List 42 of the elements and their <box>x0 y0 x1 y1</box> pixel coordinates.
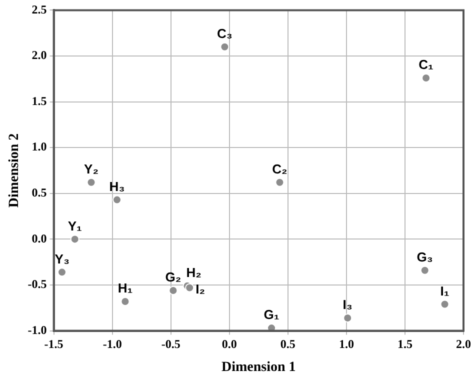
annotation: H₃ <box>109 178 125 194</box>
annotation: Y₂ <box>84 161 99 176</box>
x-tick-label: -1.0 <box>102 337 122 352</box>
y-tick-label: 2.0 <box>32 48 47 62</box>
y-tick-label: 1.5 <box>32 94 47 108</box>
annotation: H₁ <box>118 280 133 296</box>
point <box>440 300 450 309</box>
point <box>420 266 430 275</box>
x-tick-label: 0.5 <box>280 337 296 352</box>
annotation: Y₁ <box>68 218 82 234</box>
annotation: C₂ <box>272 161 288 176</box>
x-axis-title: Dimension 1 <box>222 360 296 376</box>
point <box>185 283 194 292</box>
y-axis-title: Dimension 2 <box>7 133 22 208</box>
x-tick-label: 2.0 <box>456 337 471 352</box>
x-tick-label: 0.0 <box>222 337 237 352</box>
x-tick-label: -0.5 <box>161 337 180 352</box>
y-tick-label: 1.0 <box>32 140 47 154</box>
point <box>86 178 96 187</box>
annotation: I₁ <box>440 283 450 298</box>
annotation: G₁ <box>264 307 280 322</box>
annotation: C₃ <box>217 26 232 41</box>
annotation: I₃ <box>342 297 352 312</box>
point <box>70 234 80 244</box>
annotation: I₂ <box>196 281 206 296</box>
annotation: Y₃ <box>54 251 70 266</box>
x-tick-label: 1.0 <box>338 337 354 352</box>
y-tick-label: 0.5 <box>32 185 47 200</box>
point <box>275 178 284 187</box>
y-tick-label: 2.5 <box>32 2 47 16</box>
annotation: G₃ <box>416 249 433 264</box>
annotation: H₂ <box>186 264 202 280</box>
y-tick-label: -0.5 <box>28 277 47 292</box>
point <box>220 42 230 52</box>
annotation: G₂ <box>165 270 182 285</box>
point <box>168 286 178 295</box>
y-tick-label: -1.0 <box>28 322 47 337</box>
x-tick-label: -1.5 <box>44 337 64 352</box>
y-tick-label: 0.0 <box>32 231 47 246</box>
point <box>343 313 352 322</box>
annotation: C₁ <box>418 57 434 72</box>
x-tick-label: 1.5 <box>397 337 412 352</box>
